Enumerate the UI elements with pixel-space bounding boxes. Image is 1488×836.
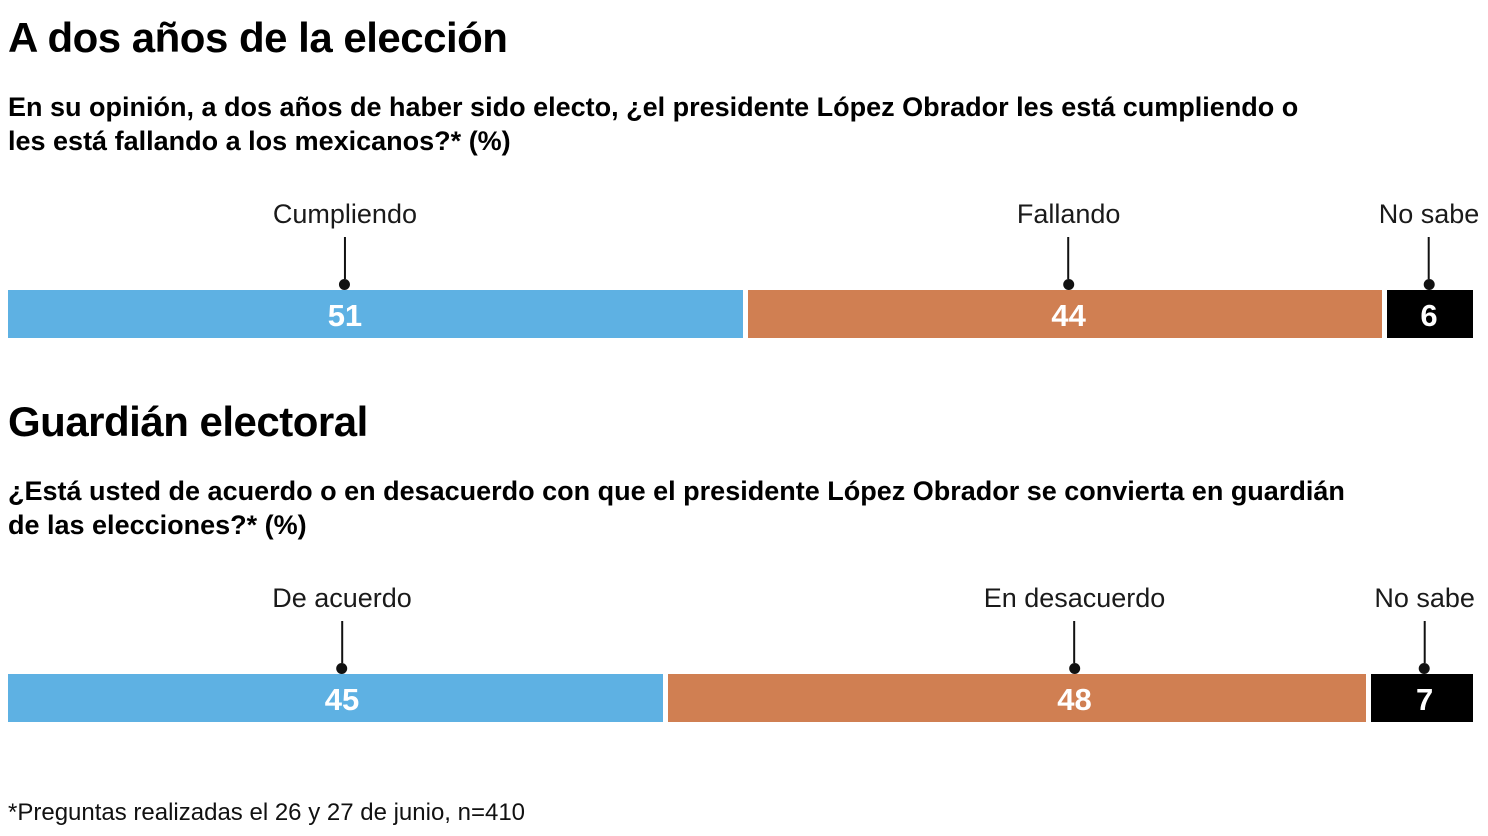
bar-segment-cumpliendo xyxy=(8,290,743,338)
question-line: de las elecciones?* (%) xyxy=(8,510,307,540)
bar-value-label: 51 xyxy=(327,298,363,333)
leader-dot-icon xyxy=(1063,279,1075,290)
chart-title: A dos años de la elección xyxy=(8,14,508,61)
category-label: No sabe xyxy=(1378,199,1480,229)
leader-dot-icon xyxy=(1423,279,1435,290)
question-line: les está fallando a los mexicanos?* (%) xyxy=(8,126,511,156)
category-callout: Fallando xyxy=(1016,198,1121,290)
bar-segment-de-acuerdo xyxy=(8,674,663,722)
leader-line xyxy=(1423,621,1426,663)
category-label: Cumpliendo xyxy=(272,199,417,229)
category-callout: En desacuerdo xyxy=(983,582,1166,674)
leader-dot-icon xyxy=(336,663,348,674)
category-label: No sabe xyxy=(1374,583,1475,613)
chart-section-guardian: Guardián electoral ¿Está usted de acuerd… xyxy=(8,398,1475,722)
category-label: En desacuerdo xyxy=(983,583,1166,613)
leader-line xyxy=(1073,621,1076,663)
chart-question: En su opinión, a dos años de haber sido … xyxy=(8,90,1473,158)
chart-title: Guardián electoral xyxy=(8,398,368,445)
bar-segment-fallando xyxy=(747,290,1382,338)
bar-value-label: 44 xyxy=(1051,298,1086,333)
bar-value-label: 48 xyxy=(1057,682,1092,717)
category-callout: No sabe xyxy=(1378,198,1480,290)
bar-segment-en-desacuerdo xyxy=(667,674,1367,722)
leader-dot-icon xyxy=(1069,663,1081,674)
bar-segment-no-sabe xyxy=(1371,674,1473,722)
chart-section-eleccion: A dos años de la elección En su opinión,… xyxy=(8,14,1479,338)
chart-question: ¿Está usted de acuerdo o en desacuerdo c… xyxy=(8,474,1473,542)
stacked-bar-plot: Cumpliendo Fallando No sabe 51 44 6 xyxy=(8,198,1479,338)
stacked-bar: 51 44 6 xyxy=(8,290,1473,338)
bar-value-label: 6 xyxy=(1420,298,1438,333)
leader-dot-icon xyxy=(1419,663,1431,674)
stacked-bar-plot: De acuerdo En desacuerdo No sabe 45 48 xyxy=(8,582,1475,722)
category-callout: Cumpliendo xyxy=(273,198,417,290)
leader-dot-icon xyxy=(339,279,351,290)
bar-value-label: 45 xyxy=(324,682,360,717)
leader-line xyxy=(343,237,346,279)
question-line: ¿Está usted de acuerdo o en desacuerdo c… xyxy=(8,476,1345,506)
category-label: De acuerdo xyxy=(272,583,412,613)
footnote: *Preguntas realizadas el 26 y 27 de juni… xyxy=(8,799,526,826)
bar-segment-no-sabe xyxy=(1386,290,1473,338)
category-callout: De acuerdo xyxy=(272,582,412,674)
leader-line xyxy=(341,621,344,663)
category-callout: No sabe xyxy=(1374,582,1475,674)
question-line: En su opinión, a dos años de haber sido … xyxy=(8,92,1299,122)
leader-line xyxy=(1067,237,1070,279)
category-label: Fallando xyxy=(1016,199,1121,229)
bar-value-label: 7 xyxy=(1416,682,1434,717)
stacked-bar: 45 48 7 xyxy=(8,674,1473,722)
leader-line xyxy=(1428,237,1431,279)
